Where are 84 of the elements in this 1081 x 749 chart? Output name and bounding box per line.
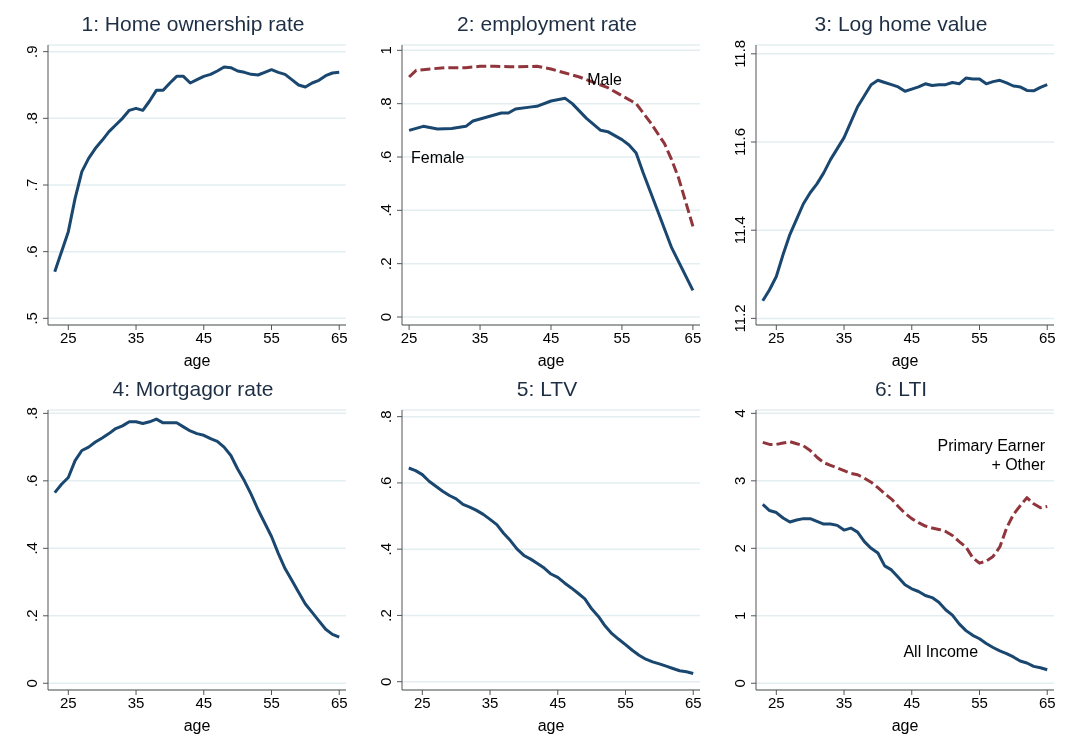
y-tick-label: 11.4 xyxy=(731,216,748,245)
series-label: Primary Earner + Other xyxy=(937,435,1046,474)
x-tick-label: 55 xyxy=(617,693,634,711)
x-tick-label: 65 xyxy=(330,693,348,711)
x-axis-title: age xyxy=(183,352,211,369)
y-tick-label: .4 xyxy=(377,542,394,556)
y-tick-label: .2 xyxy=(377,609,394,622)
x-tick-label: 45 xyxy=(195,693,213,711)
x-tick-label: 25 xyxy=(400,328,418,346)
x-tick-label: 25 xyxy=(767,328,785,346)
line-series xyxy=(761,440,1049,565)
y-tick-label: .6 xyxy=(377,150,394,164)
x-axis-title: age xyxy=(891,717,919,734)
line-series xyxy=(407,64,695,228)
x-tick-label: 35 xyxy=(471,328,489,346)
x-tick-label: 25 xyxy=(59,328,77,346)
x-tick-label: 35 xyxy=(127,693,145,711)
chart-title: 3: Log home value xyxy=(813,11,989,37)
y-tick-label: 11.8 xyxy=(731,39,748,68)
y-tick-label: 0 xyxy=(23,679,40,688)
x-axis-title: age xyxy=(891,352,919,369)
x-tick-label: 55 xyxy=(971,693,988,711)
series-label: Male xyxy=(587,69,622,89)
x-tick-label: 25 xyxy=(767,693,785,711)
x-axis-title: age xyxy=(537,717,565,734)
y-tick-label: .2 xyxy=(23,609,40,623)
x-tick-label: 55 xyxy=(263,328,280,346)
x-tick-label: 45 xyxy=(903,328,921,346)
x-tick-label: 35 xyxy=(835,328,853,346)
chart-title: 2: employment rate xyxy=(456,11,638,37)
series-label: All Income xyxy=(903,641,979,661)
x-tick-label: 45 xyxy=(549,693,567,711)
y-tick-label: 0 xyxy=(377,312,394,322)
x-tick-label: 55 xyxy=(971,328,988,346)
x-tick-label: 55 xyxy=(613,328,631,346)
y-tick-label: .9 xyxy=(23,45,40,58)
x-tick-label: 45 xyxy=(542,328,560,346)
x-axis-title: age xyxy=(183,717,211,734)
x-axis-title: age xyxy=(537,352,565,369)
x-tick-label: 35 xyxy=(835,693,853,711)
line-series xyxy=(53,65,341,274)
line-series xyxy=(761,76,1049,303)
y-tick-label: 1 xyxy=(731,611,748,620)
x-tick-label: 65 xyxy=(330,328,348,346)
y-tick-label: .8 xyxy=(23,407,40,420)
y-tick-label: 2 xyxy=(731,544,748,553)
y-tick-label: 0 xyxy=(377,677,394,686)
series-label: Female xyxy=(411,147,465,167)
chart-title: 4: Mortgagor rate xyxy=(111,376,275,402)
y-tick-label: .6 xyxy=(23,474,40,488)
line-series xyxy=(407,466,695,675)
x-tick-label: 65 xyxy=(684,693,702,711)
y-tick-label: 0 xyxy=(731,679,748,688)
y-tick-label: .4 xyxy=(377,204,394,217)
x-tick-label: 45 xyxy=(903,693,921,711)
y-tick-label: .8 xyxy=(23,112,40,125)
y-tick-label: .4 xyxy=(23,542,40,555)
x-tick-label: 35 xyxy=(127,328,145,346)
y-tick-label: 11.2 xyxy=(731,304,748,333)
line-series xyxy=(407,96,695,292)
x-tick-label: 25 xyxy=(413,693,431,711)
y-tick-label: 3 xyxy=(731,476,748,486)
y-tick-label: 4 xyxy=(731,409,748,418)
y-tick-label: .6 xyxy=(23,245,40,258)
chart-title: 6: LTI xyxy=(873,376,929,402)
y-tick-label: 1 xyxy=(377,46,394,55)
y-tick-label: .6 xyxy=(377,476,394,490)
x-tick-label: 25 xyxy=(59,693,77,711)
y-tick-label: .8 xyxy=(377,97,394,110)
x-tick-label: 65 xyxy=(1038,328,1056,346)
y-tick-label: 11.6 xyxy=(731,127,748,157)
line-series xyxy=(761,502,1049,672)
y-tick-label: .2 xyxy=(377,257,394,270)
line-series xyxy=(53,417,341,639)
x-tick-label: 55 xyxy=(263,693,280,711)
x-tick-label: 45 xyxy=(195,328,213,346)
x-tick-label: 65 xyxy=(1038,693,1056,711)
chart-title: 1: Home ownership rate xyxy=(80,11,306,37)
x-tick-label: 35 xyxy=(481,693,499,711)
x-tick-label: 65 xyxy=(684,328,702,346)
y-tick-label: .7 xyxy=(23,178,40,192)
y-tick-label: .5 xyxy=(23,312,40,325)
y-tick-label: .8 xyxy=(377,410,394,423)
chart-title: 5: LTV xyxy=(515,376,579,402)
